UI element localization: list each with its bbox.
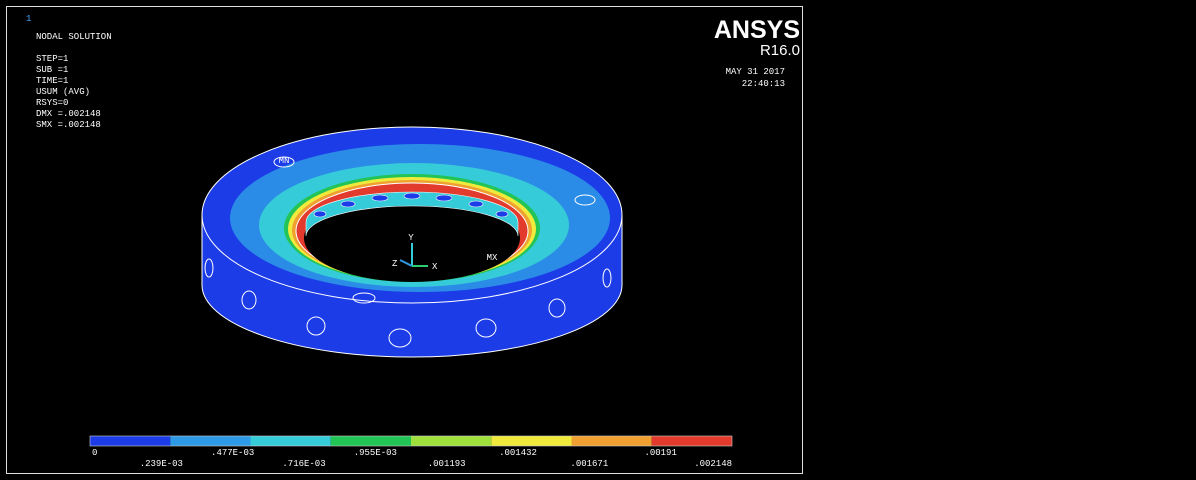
window-number: 1 xyxy=(26,14,31,24)
legend-swatch xyxy=(251,436,331,446)
legend-label: .00191 xyxy=(644,448,676,458)
info-line: SMX =.002148 xyxy=(36,120,101,130)
legend-swatch xyxy=(572,436,652,446)
info-line: STEP=1 xyxy=(36,54,68,64)
axis-z: Z xyxy=(392,259,398,269)
legend-label: .955E-03 xyxy=(354,448,397,458)
legend-swatch xyxy=(652,436,732,446)
brand: ANSYS xyxy=(714,16,800,44)
axis-y: Y xyxy=(408,233,414,243)
version: R16.0 xyxy=(760,42,800,59)
legend-swatch xyxy=(90,436,170,446)
min-label: MN xyxy=(279,156,290,166)
legend-swatch xyxy=(331,436,411,446)
info-line: TIME=1 xyxy=(36,76,68,86)
legend-label: .001671 xyxy=(570,459,608,469)
axis-x: X xyxy=(432,262,438,272)
legend-label: .001193 xyxy=(428,459,466,469)
info-line: RSYS=0 xyxy=(36,98,68,108)
legend-label: .477E-03 xyxy=(211,448,254,458)
legend-swatch xyxy=(491,436,571,446)
legend-swatch xyxy=(411,436,491,446)
plot-title: NODAL SOLUTION xyxy=(36,32,112,42)
legend-label: .239E-03 xyxy=(140,459,183,469)
info-line: DMX =.002148 xyxy=(36,109,101,119)
max-label: MX xyxy=(487,253,498,263)
info-line: SUB =1 xyxy=(36,65,68,75)
legend-label: 0 xyxy=(92,448,97,458)
time: 22:40:13 xyxy=(742,79,785,89)
page: 1 NODAL SOLUTION ANSYS R16.0 MAY 31 2017… xyxy=(0,0,1196,480)
screenshot: 1 NODAL SOLUTION ANSYS R16.0 MAY 31 2017… xyxy=(0,0,1196,480)
info-line: USUM (AVG) xyxy=(36,87,90,97)
date: MAY 31 2017 xyxy=(726,67,785,77)
legend-label: .002148 xyxy=(694,459,732,469)
legend-swatch xyxy=(170,436,250,446)
legend-label: .716E-03 xyxy=(282,459,325,469)
legend-label: .001432 xyxy=(499,448,537,458)
